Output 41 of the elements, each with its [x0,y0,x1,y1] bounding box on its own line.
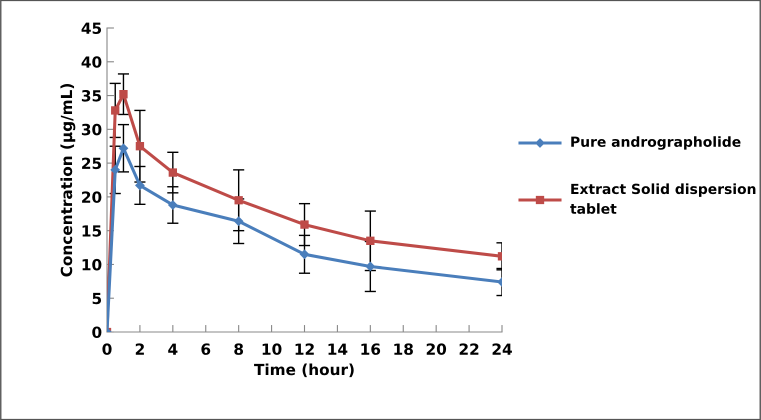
y-axis-title: Concentration (µg/mL) [60,84,76,277]
y-tick-label: 20 [82,191,102,203]
y-tick-label: 10 [82,258,102,270]
x-tick-label: 10 [262,343,282,355]
x-tick-label: 6 [201,343,210,355]
point [168,168,177,177]
legend-label: Extract Solid dispersion tablet [570,183,756,214]
point [300,250,310,259]
x-tick-label: 0 [102,343,112,355]
y-tick-label: 35 [82,90,102,102]
y-tick-label: 15 [82,225,102,237]
point [234,216,244,226]
x-tick-label: 24 [492,343,512,355]
x-tick-label: 8 [234,343,244,355]
point [135,180,145,190]
x-tick-label: 22 [460,343,478,355]
x-tick-label: 18 [394,343,413,355]
point [111,106,120,115]
point [136,142,144,150]
y-tick-label: 0 [92,326,102,338]
y-tick-label: 40 [82,56,102,68]
point [168,200,178,210]
x-tick-label: 20 [426,343,446,355]
x-tick-label: 2 [136,343,144,355]
legend-label: Pure andrographolide [571,136,741,150]
y-tick-label: 45 [82,22,102,34]
point [300,220,309,229]
point [366,236,374,245]
x-tick-label: 12 [296,343,314,355]
x-tick-label: 16 [361,343,380,355]
x-axis-title: Time (hour) [254,363,354,378]
y-tick-label: 25 [82,158,102,170]
y-tick-label: 5 [92,292,102,304]
point [366,262,375,272]
x-tick-label: 14 [328,344,348,355]
point [234,196,243,204]
point [110,165,120,174]
point [118,144,128,153]
point [119,90,128,98]
x-tick-label: 4 [168,344,178,355]
y-tick-label: 30 [82,124,102,136]
